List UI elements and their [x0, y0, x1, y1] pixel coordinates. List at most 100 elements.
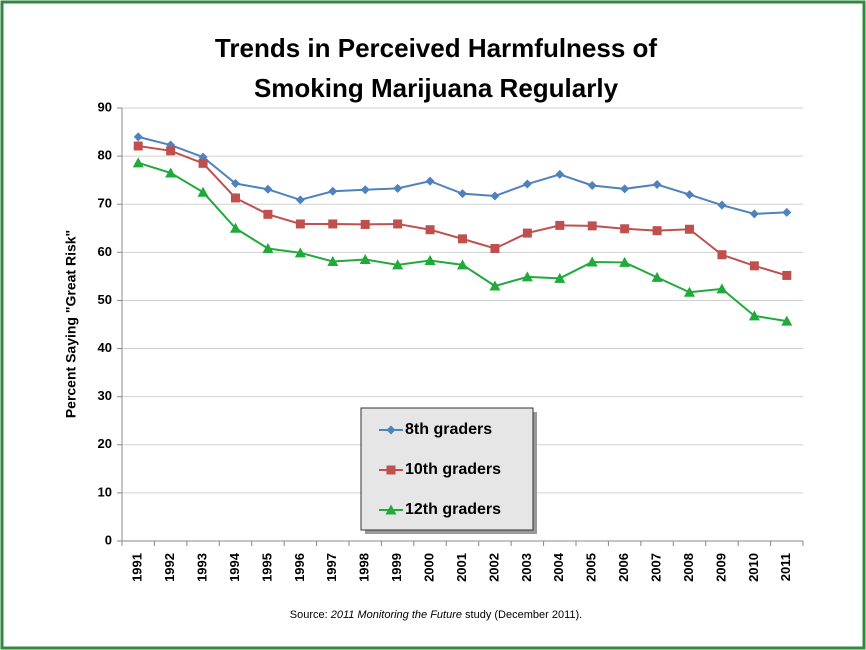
x-tick-label: 1992	[162, 553, 177, 582]
x-tick-label: 1999	[389, 553, 404, 582]
marker	[749, 261, 759, 271]
marker	[717, 200, 727, 210]
source-suffix: study (December 2011).	[462, 609, 582, 621]
marker	[652, 179, 662, 189]
marker	[393, 219, 403, 229]
marker	[294, 247, 306, 258]
marker	[586, 256, 598, 267]
x-tick-label: 2001	[454, 553, 469, 582]
marker	[620, 184, 630, 194]
y-tick-label: 30	[98, 388, 112, 403]
marker	[457, 259, 468, 270]
marker	[458, 189, 467, 199]
marker	[165, 167, 177, 178]
x-tick-label: 1994	[227, 552, 242, 582]
marker	[652, 226, 662, 236]
x-tick-label: 1993	[195, 553, 210, 582]
marker	[781, 315, 793, 326]
y-tick-label: 0	[105, 532, 112, 547]
marker	[555, 169, 565, 179]
chart-title: Smoking Marijuana Regularly	[254, 73, 619, 103]
marker	[587, 180, 597, 190]
marker	[490, 243, 500, 253]
y-tick-label: 40	[98, 340, 112, 355]
marker	[262, 242, 274, 253]
marker	[359, 254, 371, 265]
x-tick-label: 2009	[713, 553, 728, 582]
marker	[749, 209, 759, 219]
y-tick-label: 90	[98, 99, 112, 114]
marker	[782, 207, 792, 217]
y-axis-label: Percent Saying "Great Risk"	[63, 230, 79, 418]
marker	[684, 286, 695, 297]
source-note: Source: 2011 Monitoring the Future study…	[290, 609, 582, 621]
marker	[782, 270, 792, 280]
x-tick-label: 2003	[519, 553, 534, 582]
marker	[327, 255, 339, 266]
x-tick-label: 1997	[324, 553, 339, 582]
marker	[166, 146, 176, 156]
legend-label: 10th graders	[405, 461, 501, 478]
marker	[554, 272, 566, 283]
marker	[685, 224, 694, 234]
y-tick-label: 20	[98, 436, 112, 451]
marker	[717, 250, 727, 260]
marker	[555, 220, 565, 230]
marker	[393, 183, 403, 193]
chart-title: Trends in Perceived Harmfulness of	[215, 33, 657, 63]
marker	[295, 219, 305, 229]
x-tick-label: 1998	[357, 553, 372, 582]
marker	[587, 221, 597, 231]
marker	[360, 185, 370, 195]
source-prefix: Source:	[290, 609, 331, 621]
marker	[230, 222, 241, 233]
x-tick-label: 2002	[486, 553, 501, 582]
marker	[490, 191, 500, 201]
y-tick-label: 50	[98, 292, 112, 307]
marker	[425, 225, 435, 235]
marker	[522, 179, 532, 189]
marker	[133, 141, 143, 151]
marker	[263, 209, 273, 219]
marker	[489, 280, 501, 291]
marker	[386, 465, 396, 475]
marker	[231, 179, 240, 189]
marker	[716, 283, 728, 294]
x-tick-label: 2008	[681, 553, 696, 582]
marker	[521, 271, 533, 282]
y-tick-label: 70	[98, 196, 112, 211]
marker	[198, 158, 208, 168]
y-tick-label: 10	[98, 484, 112, 499]
marker	[392, 259, 404, 270]
y-tick-label: 60	[98, 244, 112, 259]
marker	[133, 132, 143, 142]
y-tick-label: 80	[98, 148, 112, 163]
marker	[522, 228, 532, 238]
x-tick-label: 1995	[259, 553, 274, 582]
x-tick-label: 2007	[649, 553, 664, 582]
marker	[685, 190, 694, 200]
marker	[386, 425, 396, 435]
marker	[360, 219, 370, 229]
marker	[424, 255, 436, 266]
marker	[328, 219, 338, 229]
source-italic: 2011 Monitoring the Future	[330, 609, 462, 621]
x-tick-label: 2005	[584, 553, 599, 582]
marker	[620, 224, 630, 234]
marker	[651, 271, 663, 282]
legend-label: 12th graders	[405, 501, 501, 518]
legend-label: 8th graders	[405, 421, 492, 438]
marker	[385, 504, 397, 515]
marker	[619, 256, 631, 267]
x-tick-label: 2010	[746, 553, 761, 582]
marker	[263, 184, 273, 194]
marker	[425, 176, 435, 186]
x-tick-label: 2004	[551, 552, 566, 582]
x-tick-label: 2006	[616, 553, 631, 582]
marker	[132, 157, 144, 168]
x-tick-label: 1996	[292, 553, 307, 582]
marker	[458, 234, 467, 244]
marker	[328, 186, 338, 196]
